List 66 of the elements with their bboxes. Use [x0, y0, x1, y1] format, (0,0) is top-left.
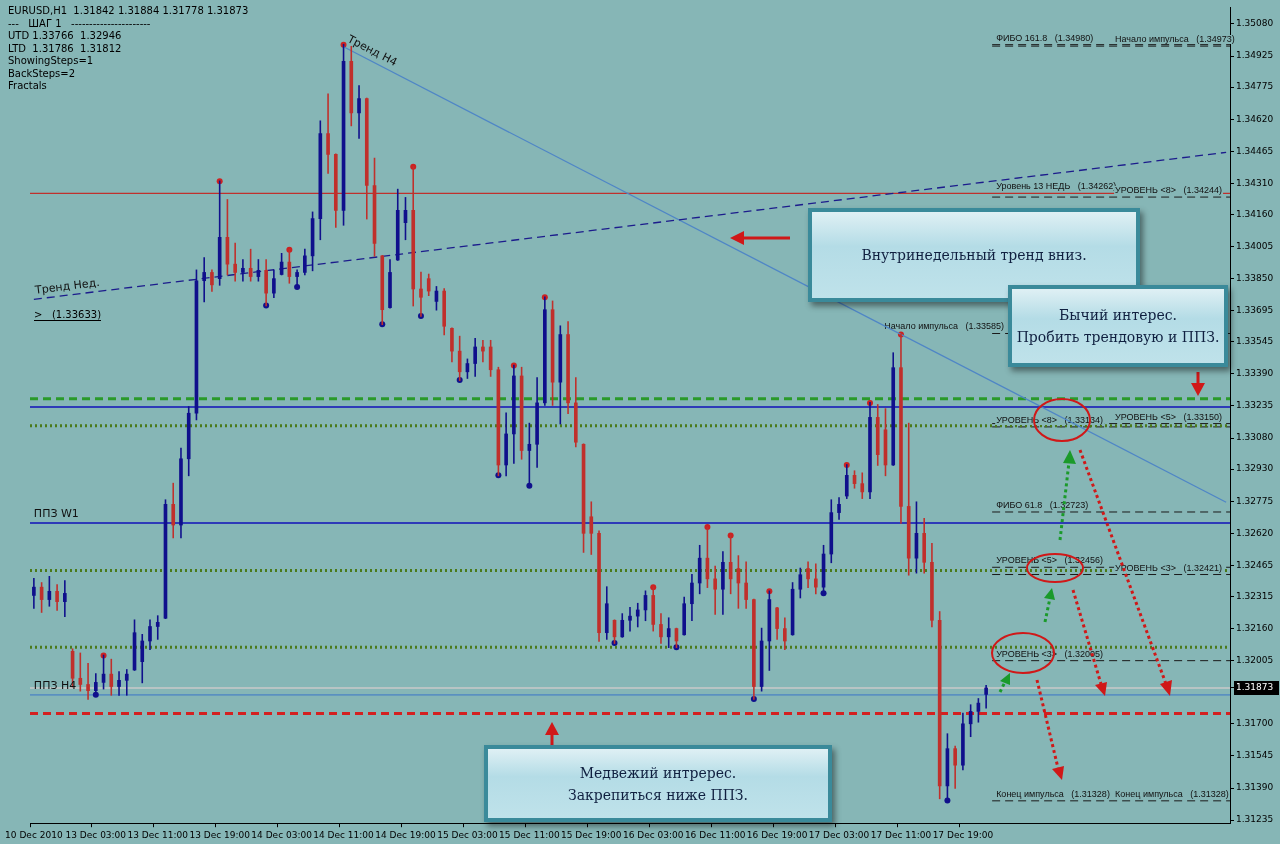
annotation: BackSteps=2	[8, 67, 75, 79]
ref-line-label: ФИБО 61.8 (1.32723)	[996, 499, 1089, 510]
x-tick-label: 13 Dec 11:00	[127, 829, 189, 840]
x-tick-label: 16 Dec 19:00	[746, 829, 808, 840]
y-tick-label: 1.34310	[1236, 177, 1274, 188]
x-tick-label: 16 Dec 11:00	[684, 829, 746, 840]
y-tick-label: 1.32160	[1236, 622, 1274, 633]
x-tick-label: 17 Dec 11:00	[870, 829, 932, 840]
x-tick-label: 15 Dec 19:00	[561, 829, 622, 840]
annotation: --- ШАГ 1 ----------------------	[8, 17, 151, 29]
x-tick-label: 14 Dec 19:00	[375, 829, 437, 840]
annotation: ППЗ H4	[33, 679, 77, 693]
chart-title: EURUSD,H1 1.31842 1.31884 1.31778 1.31873	[8, 5, 249, 16]
y-tick-label: 1.34005	[1236, 240, 1274, 251]
ref-line-label: Конец импульса (1.31328)	[996, 788, 1110, 799]
y-tick-label: 1.34775	[1236, 81, 1274, 92]
y-tick-label: 1.35080	[1236, 18, 1274, 29]
x-tick-label: 13 Dec 19:00	[189, 829, 251, 840]
y-tick-label: 1.33850	[1236, 272, 1274, 283]
x-tick-label: 15 Dec 03:00	[437, 829, 498, 840]
callout-box: Бычий интерес. Пробить трендовую и ППЗ.	[1008, 285, 1228, 367]
annotation: > (1.33633)	[34, 309, 102, 321]
y-tick-label: 1.34160	[1236, 208, 1274, 219]
y-tick-label: 1.32930	[1236, 463, 1274, 474]
y-tick-label: 1.33235	[1236, 400, 1274, 411]
ref-line-label: Начало импульса (1.33585)	[884, 321, 1005, 332]
y-tick-label: 1.31235	[1236, 814, 1274, 825]
y-tick-label: 1.31700	[1236, 718, 1274, 729]
text: Тренд Нед.	[33, 275, 101, 297]
annotation: ShowingSteps=1	[8, 55, 94, 66]
x-tick-label: 17 Dec 19:00	[932, 829, 994, 840]
callout-box: Медвежий интререс. Закрепиться ниже ППЗ.	[484, 745, 832, 822]
annotation: Конец импульса (1.31328)	[1115, 788, 1229, 799]
y-tick-label: 1.34620	[1236, 113, 1274, 124]
y-tick-label: 1.31545	[1236, 750, 1274, 761]
y-tick-label: 1.33080	[1236, 432, 1274, 443]
callout-box: Внутринедельный тренд вниз.	[808, 208, 1140, 302]
y-tick-label: 1.32315	[1236, 590, 1274, 601]
ref-line-label: УРОВЕНЬ <5> (1.33150)	[1115, 411, 1223, 422]
ref-line-label: УРОВЕНЬ <3> (1.32421)	[1115, 562, 1223, 573]
annotation: UTD 1.33766 1.32946	[8, 30, 122, 41]
annotation: LTD 1.31786 1.31812	[8, 42, 122, 54]
y-tick-label: 1.34925	[1236, 50, 1274, 61]
x-tick-label: 10 Dec 2010	[5, 829, 63, 840]
ref-line-label: ФИБО 161.8 (1.34980)	[996, 32, 1094, 43]
x-tick-label: 17 Dec 03:00	[808, 829, 870, 840]
y-tick-label: 1.32620	[1236, 527, 1274, 538]
ref-line-label: Уровень 13 НЕДЬ (1.34262)	[996, 181, 1117, 192]
y-tick-label: 1.33695	[1236, 305, 1274, 316]
annotation: Fractals	[8, 80, 47, 91]
x-tick-label: 13 Dec 03:00	[65, 829, 127, 840]
ref-line-label: УРОВЕНЬ <8> (1.34244)	[1115, 185, 1223, 196]
annotation: ППЗ W1	[33, 507, 79, 521]
y-tick-label: 1.31873	[1236, 682, 1274, 693]
x-tick-label: 14 Dec 03:00	[251, 829, 313, 840]
y-tick-label: 1.33545	[1236, 336, 1274, 347]
y-tick-label: 1.32465	[1236, 559, 1274, 570]
y-tick-label: 1.32005	[1236, 655, 1274, 665]
y-tick-label: 1.34465	[1236, 145, 1274, 156]
ref-line-label: Начало импульса (1.34973)	[1115, 34, 1235, 45]
x-tick-label: 16 Dec 03:00	[622, 829, 684, 840]
y-tick-label: 1.32775	[1236, 495, 1274, 506]
y-tick-label: 1.33390	[1236, 368, 1274, 379]
x-tick-label: 14 Dec 11:00	[313, 829, 375, 840]
x-tick-label: 15 Dec 11:00	[499, 829, 560, 840]
y-tick-label: 1.31390	[1236, 782, 1274, 793]
